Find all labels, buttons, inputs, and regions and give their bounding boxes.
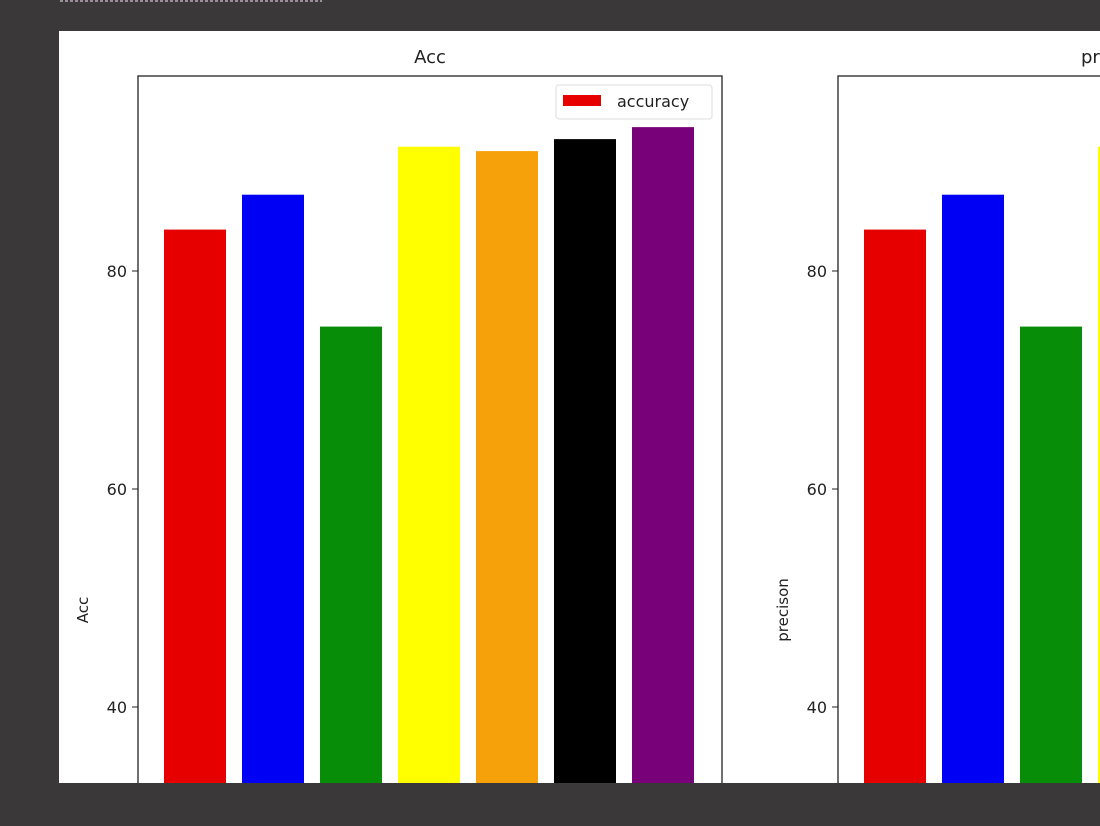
chart-title: Acc <box>414 47 446 68</box>
y-tick-label: 80 <box>807 262 827 281</box>
y-axis-label: Acc <box>74 597 92 624</box>
bar <box>320 326 382 800</box>
bar <box>554 139 616 801</box>
bar <box>1020 326 1082 800</box>
y-tick-label: 80 <box>107 262 127 281</box>
y-axis-label: precison <box>774 578 792 642</box>
legend-box <box>555 84 713 120</box>
bar <box>632 127 694 801</box>
y-tick-label: 40 <box>807 698 827 717</box>
legend-label: accuracy <box>617 92 689 111</box>
y-ticks: 40 60 80 <box>807 262 838 717</box>
bar <box>476 151 538 801</box>
bar <box>942 194 1004 800</box>
accuracy-chart: Acc Acc 40 60 80 accuracy <box>74 47 723 801</box>
bar <box>864 229 926 800</box>
legend-swatch <box>563 95 601 106</box>
y-ticks: 40 60 80 <box>107 262 138 717</box>
bar <box>398 146 460 801</box>
y-tick-label: 40 <box>107 698 127 717</box>
axes-frame <box>837 75 1100 797</box>
y-tick-label: 60 <box>107 480 127 499</box>
y-tick-label: 60 <box>807 480 827 499</box>
bar <box>164 229 226 800</box>
legend: accuracy <box>555 84 713 120</box>
bar <box>1098 146 1100 801</box>
notebook-background-bottom <box>0 783 1100 826</box>
bar <box>242 194 304 800</box>
chart-title: pr <box>1081 47 1100 68</box>
bars <box>164 127 694 801</box>
bars <box>864 146 1100 801</box>
precision-chart: pr precison 40 60 80 <box>774 47 1100 801</box>
